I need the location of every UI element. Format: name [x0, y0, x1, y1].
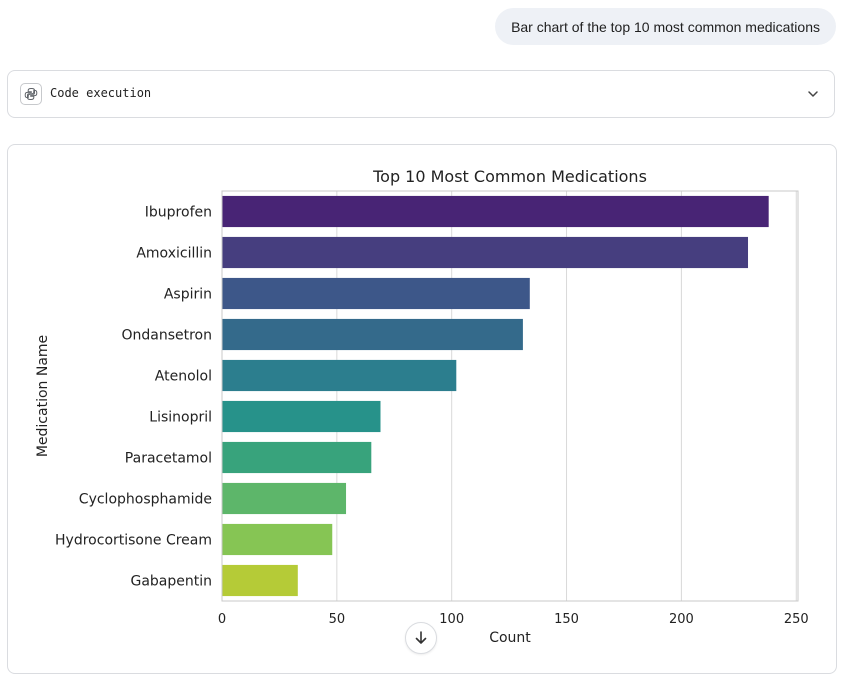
y-tick-label: Ibuprofen	[145, 205, 212, 221]
bar-amoxicillin	[222, 236, 749, 269]
chart-output-panel: 0 50 100 150 200 250 Ibuprofen Amoxicillin Aspir…	[7, 144, 837, 674]
y-tick-label: Gabapentin	[130, 574, 212, 590]
x-tick-label: 200	[669, 612, 694, 627]
x-tick-label: 100	[439, 612, 464, 627]
bar-gabapentin	[222, 564, 298, 597]
x-tick-label: 250	[784, 612, 809, 627]
bar-aspirin	[222, 277, 530, 310]
bar-ondansetron	[222, 318, 523, 351]
y-tick-label: Paracetamol	[125, 451, 212, 467]
python-icon	[20, 83, 42, 105]
labels: 0 50 100 150 200 250 Ibuprofen Amoxicillin Aspir…	[55, 205, 809, 628]
bar-lisinopril	[222, 400, 381, 433]
bar-ibuprofen	[222, 195, 769, 228]
bar-chart: 0 50 100 150 200 250 Ibuprofen Amoxicillin Aspir…	[35, 167, 809, 646]
chart-title: Top 10 Most Common Medications	[372, 167, 647, 186]
y-tick-label: Atenolol	[155, 369, 212, 385]
x-tick-label: 150	[554, 612, 579, 627]
user-message-text: Bar chart of the top 10 most common medi…	[511, 18, 820, 35]
arrow-down-icon	[415, 631, 427, 644]
x-tick-label: 50	[329, 612, 346, 627]
y-tick-label: Aspirin	[164, 287, 212, 303]
y-tick-label: Cyclophosphamide	[79, 492, 212, 508]
y-tick-label: Amoxicillin	[136, 246, 212, 262]
plot-frame	[221, 190, 799, 602]
scroll-down-button[interactable]	[405, 622, 437, 654]
code-execution-panel[interactable]: Code execution	[7, 70, 835, 118]
bars	[222, 195, 769, 597]
bar-atenolol	[222, 359, 457, 392]
bar-cyclophosphamide	[222, 482, 347, 515]
chevron-down-icon[interactable]	[802, 83, 824, 105]
bar-hydrocortisone-cream	[222, 523, 333, 556]
y-axis-label: Medication Name	[35, 335, 51, 457]
y-tick-label: Lisinopril	[149, 410, 212, 426]
user-message-bubble: Bar chart of the top 10 most common medi…	[495, 8, 836, 45]
x-tick-label: 0	[218, 612, 226, 627]
code-execution-label: Code execution	[50, 86, 152, 100]
bar-paracetamol	[222, 441, 372, 474]
y-tick-label: Hydrocortisone Cream	[55, 533, 212, 549]
y-tick-label: Ondansetron	[121, 328, 212, 344]
x-axis-label: Count	[489, 630, 531, 646]
